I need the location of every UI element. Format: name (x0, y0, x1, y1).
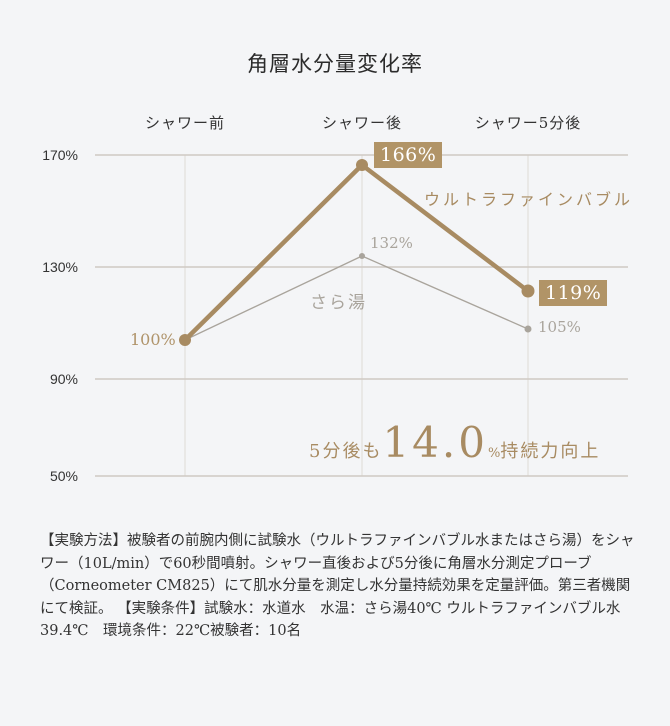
category-label-before: シャワー前 (144, 114, 226, 132)
category-label-5min: シャワー5分後 (474, 114, 582, 132)
chart-title: 角層水分量変化率 (247, 52, 423, 76)
legend-ultrafine-bubble: ウルトラファインバブル (424, 190, 634, 209)
start-value-label: 100% (130, 330, 176, 349)
ub-end-badge: 119% (539, 280, 608, 306)
experiment-notes: 【実験方法】被験者の前腕内側に試験水（ウルトラファインバブル水またはさら湯）をシ… (40, 533, 635, 639)
category-label-after: シャワー後 (321, 114, 403, 132)
ub-peak-badge: 166% (374, 142, 443, 168)
y-tick-90: 90% (49, 371, 78, 387)
sara-end-label: 105% (538, 318, 581, 336)
callout-prefix: 5分後も (309, 441, 383, 462)
horizontal-gridlines (95, 154, 628, 477)
callout-pct: % (487, 446, 501, 461)
y-tick-170: 170% (42, 147, 78, 163)
callout-suffix: 持続力向上 (500, 441, 601, 462)
vertical-gridlines (184, 155, 529, 476)
y-tick-50: 50% (49, 468, 78, 484)
callout-number: 14.0 (382, 418, 488, 467)
callout-text: 5分後も14.0%持続力向上 (309, 418, 600, 467)
legend-sara: さら湯 (310, 293, 367, 313)
y-tick-130: 130% (42, 259, 78, 275)
sara-peak-label: 132% (370, 234, 413, 252)
